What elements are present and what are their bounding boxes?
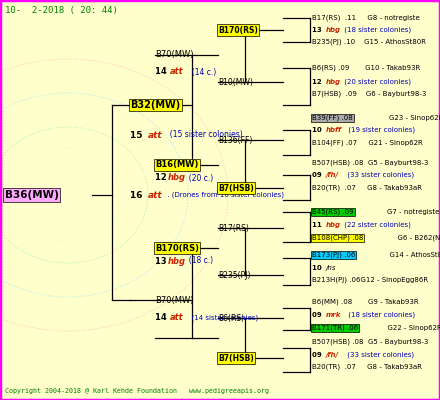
Text: 10: 10 [312, 265, 324, 271]
Text: hbg: hbg [168, 174, 186, 182]
Text: /ns: /ns [326, 265, 337, 271]
Text: B6(RS): B6(RS) [218, 314, 244, 322]
Text: 15: 15 [130, 130, 146, 140]
Text: (33 sister colonies): (33 sister colonies) [345, 352, 414, 358]
Text: hbg: hbg [326, 222, 341, 228]
Text: 10: 10 [312, 127, 324, 133]
Text: B108(CHP) .08: B108(CHP) .08 [312, 235, 363, 241]
Text: (19 sister colonies): (19 sister colonies) [346, 127, 415, 133]
Text: G22 - Sinop62R: G22 - Sinop62R [383, 325, 440, 331]
Text: B17(RS): B17(RS) [218, 224, 249, 232]
Text: B70(MW): B70(MW) [155, 296, 194, 304]
Text: (22 sister colonies): (22 sister colonies) [342, 222, 411, 228]
Text: B507(HSB) .08  G5 - Bayburt98-3: B507(HSB) .08 G5 - Bayburt98-3 [312, 339, 429, 345]
Text: att: att [170, 68, 183, 76]
Text: B104(FF) .07     G21 - Sinop62R: B104(FF) .07 G21 - Sinop62R [312, 140, 423, 146]
Text: B20(TR)  .07     G8 - Takab93aR: B20(TR) .07 G8 - Takab93aR [312, 185, 422, 191]
Text: (14 c.): (14 c.) [187, 68, 216, 76]
Text: B36(MW): B36(MW) [5, 190, 59, 200]
Text: B45(RS) .09: B45(RS) .09 [312, 209, 354, 215]
Text: B7(HSB)  .09    G6 - Bayburt98-3: B7(HSB) .09 G6 - Bayburt98-3 [312, 91, 426, 97]
Text: (33 sister colonies): (33 sister colonies) [345, 172, 414, 178]
Text: att: att [148, 190, 163, 200]
Text: G14 - AthosSt80R: G14 - AthosSt80R [385, 252, 440, 258]
Text: hbg: hbg [326, 79, 341, 85]
Text: B136(FF): B136(FF) [218, 136, 253, 144]
Text: hbg: hbg [168, 256, 186, 266]
Text: mrk: mrk [326, 312, 341, 318]
Text: att: att [170, 314, 183, 322]
Text: 14: 14 [155, 314, 170, 322]
Text: 13: 13 [312, 27, 324, 33]
Text: G6 - B262(NE): G6 - B262(NE) [393, 235, 440, 241]
Text: B171(TR) .06: B171(TR) .06 [312, 325, 358, 331]
Text: (18 c.): (18 c.) [184, 256, 213, 266]
Text: B235(PJ) .10    G15 - AthosSt80R: B235(PJ) .10 G15 - AthosSt80R [312, 39, 426, 45]
Text: 09: 09 [312, 172, 324, 178]
Text: B7(HSB): B7(HSB) [218, 184, 254, 192]
Text: B16(MW): B16(MW) [155, 160, 198, 170]
Text: B32(MW): B32(MW) [130, 100, 180, 110]
Text: 10-  2-2018 ( 20: 44): 10- 2-2018 ( 20: 44) [5, 6, 118, 14]
Text: /fh/: /fh/ [326, 172, 339, 178]
Text: B170(RS): B170(RS) [155, 244, 199, 252]
Text: (15 sister colonies): (15 sister colonies) [165, 130, 243, 140]
Text: . (Drones from 16 sister colonies): . (Drones from 16 sister colonies) [165, 192, 284, 198]
Text: B507(HSB) .08  G5 - Bayburt98-3: B507(HSB) .08 G5 - Bayburt98-3 [312, 160, 429, 166]
Text: 13: 13 [155, 256, 169, 266]
Text: 16: 16 [130, 190, 146, 200]
Text: B173(PJ) .06: B173(PJ) .06 [312, 252, 356, 258]
Text: B20(TR)  .07     G8 - Takab93aR: B20(TR) .07 G8 - Takab93aR [312, 364, 422, 370]
Text: B39(FF) .08: B39(FF) .08 [312, 115, 353, 121]
Text: Copyright 2004-2018 @ Karl Kehde Foundation   www.pedigreeapis.org: Copyright 2004-2018 @ Karl Kehde Foundat… [5, 388, 269, 394]
Text: B10(MW): B10(MW) [218, 78, 253, 86]
Text: B6(MM) .08       G9 - Takab93R: B6(MM) .08 G9 - Takab93R [312, 299, 418, 305]
Text: G7 - notregiste: G7 - notregiste [378, 209, 440, 215]
Text: B235(PJ): B235(PJ) [218, 270, 250, 280]
Text: B70(MW): B70(MW) [155, 50, 194, 60]
Text: (20 c.): (20 c.) [184, 174, 213, 182]
Text: att: att [148, 130, 163, 140]
Text: (18 sister colonies): (18 sister colonies) [346, 312, 415, 318]
Text: (14 sister colonies): (14 sister colonies) [187, 315, 258, 321]
Text: 11: 11 [312, 222, 324, 228]
Text: 14: 14 [155, 68, 170, 76]
Text: B6(RS) .09       G10 - Takab93R: B6(RS) .09 G10 - Takab93R [312, 65, 420, 71]
Text: hbg: hbg [326, 27, 341, 33]
Text: hbff: hbff [326, 127, 342, 133]
Text: (18 sister colonies): (18 sister colonies) [342, 27, 411, 33]
Text: 12: 12 [312, 79, 324, 85]
Text: B170(RS): B170(RS) [218, 26, 258, 34]
Text: /fh/: /fh/ [326, 352, 339, 358]
Text: (20 sister colonies): (20 sister colonies) [342, 79, 411, 85]
Text: G23 - Sinop62R: G23 - Sinop62R [380, 115, 440, 121]
Text: 09: 09 [312, 352, 324, 358]
Text: 09: 09 [312, 312, 324, 318]
Text: 12: 12 [155, 174, 170, 182]
Text: B7(HSB): B7(HSB) [218, 354, 254, 362]
Text: B17(RS)  .11     G8 - notregiste: B17(RS) .11 G8 - notregiste [312, 15, 420, 21]
Text: B213H(PJ) .06G12 - SinopEgg86R: B213H(PJ) .06G12 - SinopEgg86R [312, 277, 428, 283]
